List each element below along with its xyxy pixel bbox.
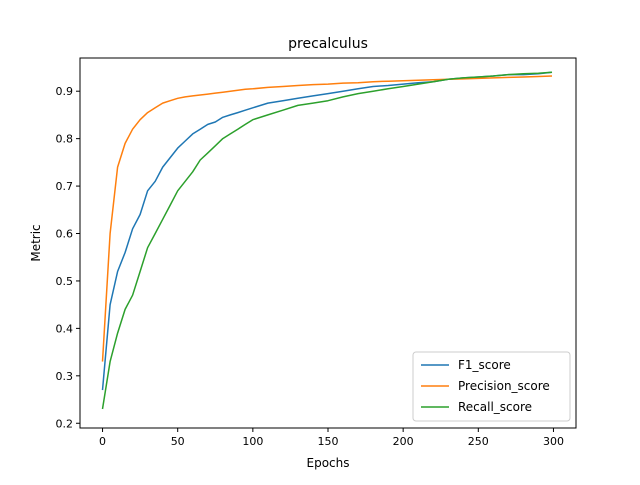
x-axis-label: Epochs xyxy=(307,456,350,470)
legend-box xyxy=(412,351,571,422)
x-tick-label: 150 xyxy=(318,435,339,448)
legend-label-precision: Precision_score xyxy=(458,379,550,393)
x-tick-label: 50 xyxy=(171,435,185,448)
legend-label-recall: Recall_score xyxy=(458,400,532,414)
plot-area xyxy=(101,71,553,410)
y-tick-label: 0.6 xyxy=(56,228,74,241)
plot-frame xyxy=(79,57,577,429)
precision-score-line xyxy=(101,75,553,362)
recall-score-line xyxy=(101,71,553,410)
y-tick-label: 0.3 xyxy=(56,370,74,383)
x-tick-label: 200 xyxy=(393,435,414,448)
y-tick-label: 0.4 xyxy=(56,322,74,335)
x-tick-label: 100 xyxy=(242,435,263,448)
y-tick-label: 0.2 xyxy=(56,417,74,430)
x-tick-label: 250 xyxy=(468,435,489,448)
axis-ticks: 0 50 100 150 200 250 300 0.2 0.3 0.4 0.5 0.6 0.7 0.8 0… xyxy=(56,85,564,448)
y-tick-label: 0.9 xyxy=(56,85,74,98)
y-tick-label: 0.8 xyxy=(56,133,74,146)
chart-title: precalculus xyxy=(288,36,368,52)
x-tick-label: 0 xyxy=(99,435,106,448)
x-tick-label: 300 xyxy=(543,435,564,448)
legend: F1_score Precision_score Recall_score xyxy=(412,351,571,422)
y-axis-label: Metric xyxy=(29,224,43,261)
y-tick-label: 0.7 xyxy=(56,180,74,193)
f1-score-line xyxy=(101,71,553,391)
legend-label-f1: F1_score xyxy=(458,358,511,372)
y-tick-label: 0.5 xyxy=(56,275,74,288)
